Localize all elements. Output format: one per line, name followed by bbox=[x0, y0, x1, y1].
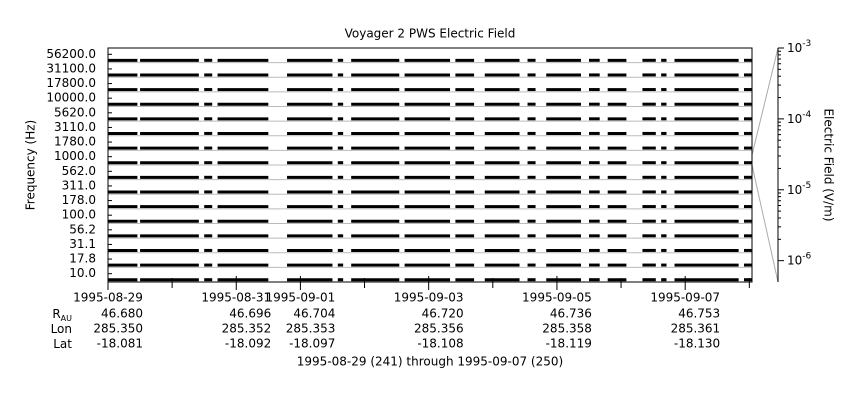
plot-frame bbox=[107, 47, 753, 283]
y2-tick-exp: -5 bbox=[802, 180, 811, 190]
y-tick-label: 1000.0 bbox=[54, 149, 96, 163]
y-tick-label: 56.2 bbox=[69, 222, 96, 236]
ephemeris-label-text: R bbox=[52, 307, 60, 321]
ephemeris-value: -18.097 bbox=[289, 337, 335, 351]
x-tick-label: 1995-08-29 bbox=[73, 291, 143, 305]
ephemeris-label-text: Lat bbox=[53, 337, 72, 351]
y-tick-label: 1780.0 bbox=[54, 135, 96, 149]
y2-tick-base: 10 bbox=[787, 111, 802, 125]
connector bbox=[751, 164, 779, 283]
ephemeris-value: 46.704 bbox=[293, 307, 335, 321]
y-tick-label: 31.1 bbox=[69, 237, 96, 251]
ephemeris-value: 46.736 bbox=[550, 307, 592, 321]
y2-tick-exp: -4 bbox=[802, 109, 811, 119]
x-tick-label: 1995-09-01 bbox=[266, 291, 336, 305]
y2-tick-label: 10-6 bbox=[787, 251, 812, 267]
y2-tick-base: 10 bbox=[787, 41, 802, 55]
ephemeris-value: 285.352 bbox=[222, 322, 272, 336]
ephemeris-value: -18.081 bbox=[97, 337, 143, 351]
ephemeris-value: 46.696 bbox=[229, 307, 271, 321]
ephemeris-label: RAU bbox=[52, 307, 72, 323]
connector bbox=[751, 47, 779, 156]
x-tick-label: 1995-09-07 bbox=[650, 291, 720, 305]
x-tick-label: 1995-09-05 bbox=[522, 291, 592, 305]
y2-tick-label: 10-5 bbox=[787, 180, 811, 196]
chart-title: Voyager 2 PWS Electric Field bbox=[345, 27, 516, 41]
y-tick-label: 5620.0 bbox=[54, 105, 96, 119]
y2-tick-label: 10-4 bbox=[787, 109, 812, 125]
y2-tick-exp: -3 bbox=[802, 39, 811, 49]
ephemeris-label-text: Lon bbox=[51, 322, 72, 336]
x-tick-label: 1995-08-31 bbox=[201, 291, 271, 305]
y-tick-label: 10.0 bbox=[69, 266, 96, 280]
ephemeris-label-sub: AU bbox=[61, 314, 72, 323]
y-tick-label: 3110.0 bbox=[54, 120, 96, 134]
y2-tick-exp: -6 bbox=[802, 251, 811, 261]
ephemeris-value: -18.130 bbox=[674, 337, 720, 351]
y-tick-label: 100.0 bbox=[62, 208, 96, 222]
y-tick-label: 17800.0 bbox=[46, 76, 96, 90]
ephemeris-value: 285.361 bbox=[671, 322, 721, 336]
ephemeris-value: 285.358 bbox=[542, 322, 592, 336]
y-tick-label: 10000.0 bbox=[46, 91, 96, 105]
y-tick-label: 562.0 bbox=[62, 164, 96, 178]
ephemeris-value: -18.108 bbox=[417, 337, 463, 351]
footer: 1995-08-29 (241) through 1995-09-07 (250… bbox=[297, 355, 563, 369]
y-tick-label: 56200.0 bbox=[46, 47, 96, 61]
ephemeris-label: Lat bbox=[53, 337, 72, 351]
y2-tick-label: 10-3 bbox=[787, 39, 811, 55]
y-axis-label: Frequency (Hz) bbox=[24, 120, 38, 211]
y-tick-label: 178.0 bbox=[62, 193, 96, 207]
ephemeris-value: 285.356 bbox=[414, 322, 464, 336]
ephemeris-value: 46.680 bbox=[101, 307, 143, 321]
y-tick-label: 31100.0 bbox=[46, 61, 96, 75]
y2-tick-base: 10 bbox=[787, 182, 802, 196]
ephemeris-value: 285.350 bbox=[93, 322, 143, 336]
x-tick-label: 1995-09-03 bbox=[394, 291, 464, 305]
y-tick-label: 17.8 bbox=[69, 252, 96, 266]
y-tick-label: 311.0 bbox=[62, 178, 96, 192]
ephemeris-value: 46.720 bbox=[422, 307, 464, 321]
ephemeris-label: Lon bbox=[51, 322, 72, 336]
y2-axis-label: Electric Field (V/m) bbox=[822, 108, 836, 221]
ephemeris-value: 46.753 bbox=[678, 307, 720, 321]
y2-tick-base: 10 bbox=[787, 253, 802, 267]
ephemeris-value: -18.119 bbox=[546, 337, 592, 351]
ephemeris-value: 285.353 bbox=[286, 322, 336, 336]
ephemeris-value: -18.092 bbox=[225, 337, 271, 351]
